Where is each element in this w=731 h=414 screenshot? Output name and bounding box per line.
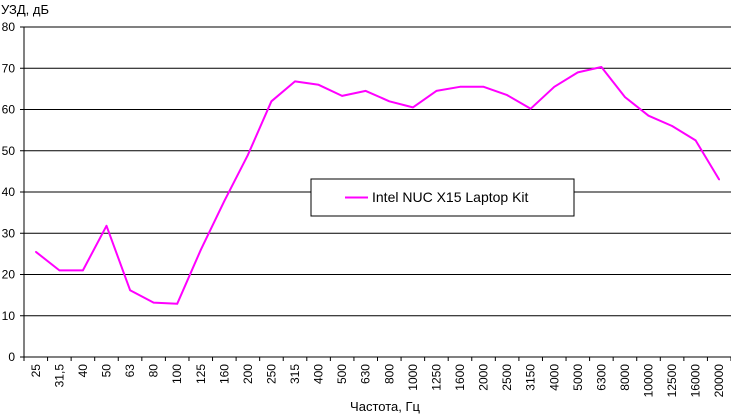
data-point xyxy=(553,86,556,88)
gridlines xyxy=(20,26,731,358)
x-tick-label: 40 xyxy=(76,364,90,378)
x-tick-label: 5000 xyxy=(571,364,585,391)
data-point xyxy=(482,86,485,88)
data-point xyxy=(694,139,697,142)
x-tick-label: 160 xyxy=(217,364,231,384)
x-tick-label: 1600 xyxy=(453,364,467,391)
data-point xyxy=(223,200,226,202)
data-point xyxy=(671,125,673,127)
legend-label: Intel NUC X15 Laptop Kit xyxy=(372,189,529,205)
x-tick-label: 1000 xyxy=(406,364,420,391)
x-tick-label: 200 xyxy=(241,364,255,384)
data-point xyxy=(459,86,461,88)
x-tick-label: 315 xyxy=(288,364,302,384)
data-point xyxy=(129,289,131,292)
data-point xyxy=(152,301,155,304)
y-tick-label: 70 xyxy=(2,61,16,75)
x-tick-label: 500 xyxy=(335,364,349,384)
y-tick-label: 50 xyxy=(2,144,16,158)
data-point xyxy=(294,80,296,83)
data-point xyxy=(341,95,343,97)
data-point xyxy=(35,251,37,253)
data-point xyxy=(718,178,720,181)
data-point xyxy=(388,100,391,103)
data-point xyxy=(200,249,202,251)
data-point xyxy=(506,94,508,96)
x-tick-label: 63 xyxy=(123,364,137,378)
x-tick-label: 80 xyxy=(147,364,161,378)
x-tick-label: 50 xyxy=(99,364,113,378)
y-tick-label: 60 xyxy=(2,103,16,117)
data-point xyxy=(529,107,532,110)
y-tick-labels: 0 10 20 30 40 50 60 70 80 xyxy=(2,20,16,364)
x-tick-label: 250 xyxy=(264,364,278,384)
y-tick-label: 80 xyxy=(2,20,16,34)
x-tick-labels: 25 31,5 40 50 63 80 100 125 160 200 250 315 400 500 63… xyxy=(23,357,731,398)
data-point xyxy=(247,154,249,156)
data-point xyxy=(270,100,273,103)
y-tick-label: 40 xyxy=(2,185,16,199)
x-tick-label: 2500 xyxy=(500,364,514,391)
y-tick-label: 30 xyxy=(2,226,16,240)
x-tick-label: 100 xyxy=(170,364,184,384)
x-axis-title: Частота, Гц xyxy=(350,399,420,414)
data-point xyxy=(105,225,108,227)
x-tick-label: 10000 xyxy=(642,364,656,398)
data-point xyxy=(435,90,438,92)
data-point xyxy=(364,90,367,92)
y-tick-label: 10 xyxy=(2,309,16,323)
data-point xyxy=(647,114,650,117)
legend: Intel NUC X15 Laptop Kit xyxy=(310,178,575,217)
x-tick-label: 125 xyxy=(194,364,208,384)
x-tick-label: 12500 xyxy=(665,364,679,398)
x-tick-label: 800 xyxy=(382,364,396,384)
y-tick-label: 20 xyxy=(2,268,16,282)
x-tick-label: 20000 xyxy=(712,364,726,398)
x-tick-label: 31,5 xyxy=(52,364,66,388)
data-point xyxy=(600,66,603,68)
x-tick-label: 1250 xyxy=(429,364,443,391)
data-point xyxy=(317,84,320,86)
x-tick-label: 25 xyxy=(29,364,43,378)
x-tick-label: 3150 xyxy=(524,364,538,391)
x-tick-label: 630 xyxy=(359,364,373,384)
data-point xyxy=(58,269,61,272)
series-line xyxy=(35,66,721,305)
data-point xyxy=(176,303,178,305)
series-lines xyxy=(35,66,721,305)
x-tick-label: 6300 xyxy=(594,364,608,391)
data-point xyxy=(82,269,84,272)
x-tick-label: 4000 xyxy=(547,364,561,391)
x-tick-label: 8000 xyxy=(618,364,632,391)
x-tick-label: 16000 xyxy=(689,364,703,398)
y-axis-title: УЗД, дБ xyxy=(1,2,49,17)
x-tick-label: 400 xyxy=(312,364,326,384)
data-point xyxy=(624,96,626,98)
data-point xyxy=(577,71,579,74)
y-tick-label: 0 xyxy=(8,350,15,364)
data-point xyxy=(412,106,414,109)
x-tick-label: 2000 xyxy=(477,364,491,391)
